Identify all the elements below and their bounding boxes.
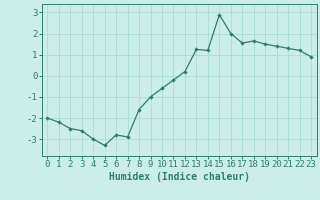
X-axis label: Humidex (Indice chaleur): Humidex (Indice chaleur) (109, 172, 250, 182)
